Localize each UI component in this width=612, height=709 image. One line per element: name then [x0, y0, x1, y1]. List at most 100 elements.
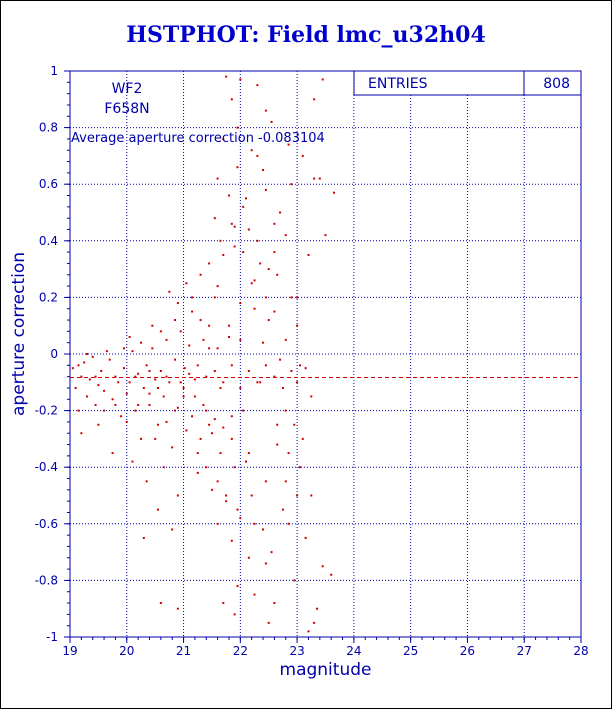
data-point: [253, 593, 256, 596]
data-point: [88, 378, 91, 381]
x-tick-label: 23: [289, 644, 304, 658]
x-tick-label: 27: [517, 644, 532, 658]
data-point: [318, 177, 321, 180]
data-point: [236, 508, 239, 511]
data-point: [233, 245, 236, 248]
data-point: [222, 381, 225, 384]
data-point: [290, 183, 293, 186]
data-point: [171, 528, 174, 531]
data-point: [103, 389, 106, 392]
data-points: [71, 75, 336, 633]
data-point: [151, 347, 154, 350]
data-point: [259, 381, 262, 384]
data-point: [310, 395, 313, 398]
data-point: [262, 169, 265, 172]
data-point: [222, 137, 225, 140]
data-point: [174, 319, 177, 322]
x-axis-label: magnitude: [280, 660, 372, 680]
data-point: [315, 607, 318, 610]
data-point: [196, 364, 199, 367]
y-tick-label: -0.8: [35, 573, 58, 587]
data-point: [80, 432, 83, 435]
data-point: [154, 378, 157, 381]
data-point: [262, 341, 265, 344]
data-point: [253, 279, 256, 282]
data-point: [284, 480, 287, 483]
data-point: [284, 409, 287, 412]
y-tick-label: 0.4: [39, 234, 58, 248]
data-point: [176, 406, 179, 409]
data-point: [247, 452, 250, 455]
data-point: [313, 177, 316, 180]
data-point: [208, 347, 211, 350]
data-point: [296, 296, 299, 299]
data-point: [185, 282, 188, 285]
data-point: [208, 423, 211, 426]
data-point: [71, 367, 74, 370]
data-point: [227, 324, 230, 327]
data-point: [122, 367, 125, 370]
data-point: [213, 369, 216, 372]
data-point: [276, 423, 279, 426]
y-axis-label: aperture correction: [9, 252, 29, 416]
data-point: [103, 409, 106, 412]
data-point: [247, 369, 250, 372]
data-point: [196, 471, 199, 474]
data-point: [284, 338, 287, 341]
data-point: [307, 630, 310, 633]
data-point: [219, 386, 222, 389]
filter-label: F658N: [104, 101, 149, 117]
data-point: [222, 253, 225, 256]
data-point: [176, 302, 179, 305]
data-point: [97, 384, 100, 387]
data-point: [213, 296, 216, 299]
data-point: [264, 562, 267, 565]
data-point: [86, 353, 89, 355]
data-point: [242, 205, 245, 208]
data-point: [270, 551, 273, 554]
data-point: [230, 98, 233, 101]
data-point: [222, 602, 225, 605]
data-point: [83, 361, 86, 364]
data-point: [213, 217, 216, 220]
data-point: [148, 369, 151, 372]
data-point: [230, 222, 233, 225]
data-point: [176, 607, 179, 610]
data-point: [165, 338, 168, 341]
x-tick-label: 22: [233, 644, 248, 658]
data-point: [94, 375, 97, 378]
entries-value: 808: [543, 76, 570, 92]
data-point: [222, 426, 225, 429]
data-point: [199, 273, 202, 276]
data-point: [125, 420, 128, 423]
data-point: [202, 403, 205, 406]
data-point: [264, 109, 267, 112]
data-point: [162, 466, 165, 469]
data-point: [193, 395, 196, 398]
data-point: [199, 437, 202, 440]
data-point: [245, 197, 248, 200]
data-point: [196, 452, 199, 455]
data-point: [157, 423, 160, 426]
data-point: [114, 375, 117, 378]
data-point: [324, 234, 327, 237]
data-point: [205, 466, 208, 469]
data-point: [239, 386, 242, 389]
data-point: [293, 579, 296, 582]
data-point: [168, 381, 171, 384]
data-point: [304, 367, 307, 370]
data-point: [165, 375, 168, 378]
data-point: [247, 228, 250, 231]
y-tick-label: -0.6: [35, 517, 58, 531]
stats-box: ENTRIES 808: [353, 70, 582, 96]
data-point: [321, 78, 324, 81]
data-point: [281, 508, 284, 511]
data-point: [259, 262, 262, 265]
data-point: [333, 191, 336, 194]
data-point: [139, 437, 142, 440]
data-point: [230, 539, 233, 542]
data-point: [134, 409, 137, 412]
data-point: [281, 386, 284, 389]
data-point: [276, 443, 279, 446]
